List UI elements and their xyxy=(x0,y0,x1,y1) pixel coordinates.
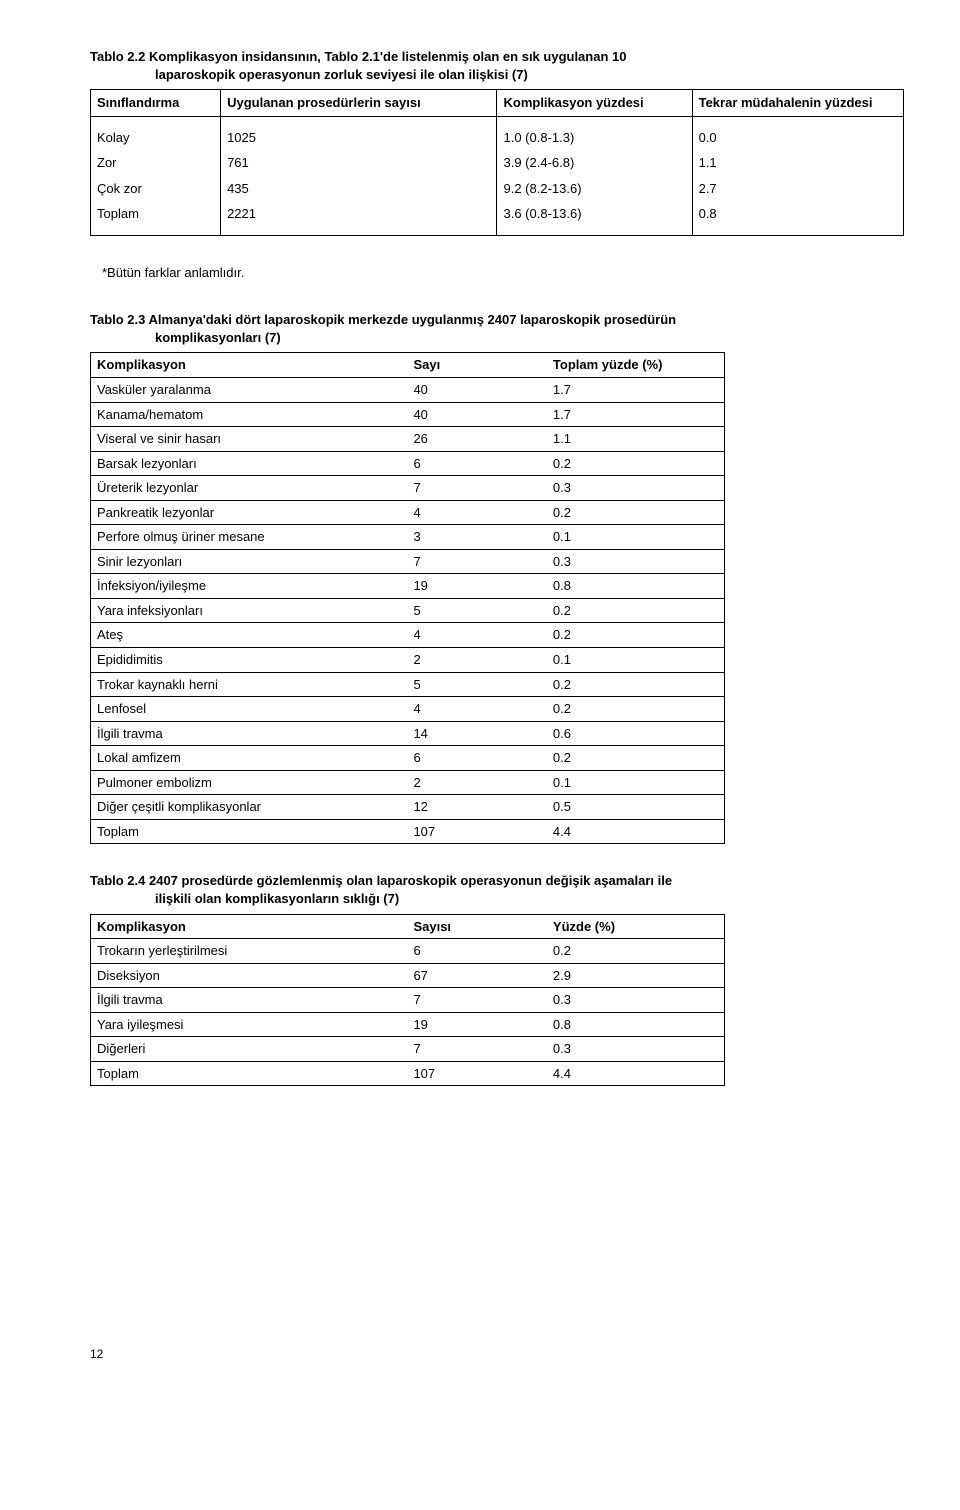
table-row: Sinir lezyonları70.3 xyxy=(91,549,725,574)
table-row: Vasküler yaralanma401.7 xyxy=(91,378,725,403)
table-row: Kanama/hematom401.7 xyxy=(91,402,725,427)
th-count: Sayı xyxy=(407,353,546,378)
table22-caption: Tablo 2.2 Komplikasyon insidansının, Tab… xyxy=(90,48,904,83)
table22: Sınıflandırma Uygulanan prosedürlerin sa… xyxy=(90,89,904,236)
table-row: Perfore olmuş üriner mesane30.1 xyxy=(91,525,725,550)
table-row: Ateş40.2 xyxy=(91,623,725,648)
caption-line2: komplikasyonları (7) xyxy=(90,329,281,347)
table23: Komplikasyon Sayı Toplam yüzde (%) Vaskü… xyxy=(90,352,725,844)
table23-header-row: Komplikasyon Sayı Toplam yüzde (%) xyxy=(91,353,725,378)
table-row: Epididimitis20.1 xyxy=(91,648,725,673)
caption-line1: Tablo 2.4 2407 prosedürde gözlemlenmiş o… xyxy=(90,873,672,888)
table-row: Zor7613.9 (2.4-6.8)1.1 xyxy=(91,150,904,176)
caption-line1: Tablo 2.3 Almanya'daki dört laparoskopik… xyxy=(90,312,676,327)
th-reint: Tekrar müdahalenin yüzdesi xyxy=(692,90,903,117)
table-row: Diğerleri70.3 xyxy=(91,1037,725,1062)
table-row: Viseral ve sinir hasarı261.1 xyxy=(91,427,725,452)
table-row: Barsak lezyonları60.2 xyxy=(91,451,725,476)
table-row: Kolay10251.0 (0.8-1.3)0.0 xyxy=(91,116,904,150)
table-row: Lenfosel40.2 xyxy=(91,697,725,722)
table-row: Çok zor4359.2 (8.2-13.6)2.7 xyxy=(91,176,904,202)
table-row: Toplam1074.4 xyxy=(91,819,725,844)
table-row: Trokarın yerleştirilmesi60.2 xyxy=(91,939,725,964)
caption-line2: ilişkili olan komplikasyonların sıklığı … xyxy=(90,890,399,908)
page-number: 12 xyxy=(90,1346,904,1362)
table-row: Diseksiyon672.9 xyxy=(91,963,725,988)
table22-header-row: Sınıflandırma Uygulanan prosedürlerin sa… xyxy=(91,90,904,117)
table-row: Toplam1074.4 xyxy=(91,1061,725,1086)
th-comp: Komplikasyon xyxy=(91,353,408,378)
caption-line1: Tablo 2.2 Komplikasyon insidansının, Tab… xyxy=(90,49,626,64)
table23-caption: Tablo 2.3 Almanya'daki dört laparoskopik… xyxy=(90,311,904,346)
table-row: İnfeksiyon/iyileşme190.8 xyxy=(91,574,725,599)
table-row: Lokal amfizem60.2 xyxy=(91,746,725,771)
table22-footnote: *Bütün farklar anlamlıdır. xyxy=(102,264,904,282)
th-count: Uygulanan prosedürlerin sayısı xyxy=(221,90,497,117)
table-row: Trokar kaynaklı herni50.2 xyxy=(91,672,725,697)
th-pct: Toplam yüzde (%) xyxy=(547,353,725,378)
table24: Komplikasyon Sayısı Yüzde (%) Trokarın y… xyxy=(90,914,725,1087)
table24-caption: Tablo 2.4 2407 prosedürde gözlemlenmiş o… xyxy=(90,872,904,907)
caption-line2: laparoskopik operasyonun zorluk seviyesi… xyxy=(90,66,528,84)
th-comp: Komplikasyon xyxy=(91,914,408,939)
table-row: Yara infeksiyonları50.2 xyxy=(91,598,725,623)
th-class: Sınıflandırma xyxy=(91,90,221,117)
th-pct: Yüzde (%) xyxy=(547,914,725,939)
table-row: Toplam22213.6 (0.8-13.6)0.8 xyxy=(91,201,904,235)
table-row: Pankreatik lezyonlar40.2 xyxy=(91,500,725,525)
table24-header-row: Komplikasyon Sayısı Yüzde (%) xyxy=(91,914,725,939)
table-row: Yara iyileşmesi190.8 xyxy=(91,1012,725,1037)
table-row: Diğer çeşitli komplikasyonlar120.5 xyxy=(91,795,725,820)
th-comp: Komplikasyon yüzdesi xyxy=(497,90,692,117)
table-row: İlgili travma140.6 xyxy=(91,721,725,746)
table-row: Üreterik lezyonlar70.3 xyxy=(91,476,725,501)
table-row: İlgili travma70.3 xyxy=(91,988,725,1013)
table-row: Pulmoner embolizm20.1 xyxy=(91,770,725,795)
th-count: Sayısı xyxy=(407,914,546,939)
